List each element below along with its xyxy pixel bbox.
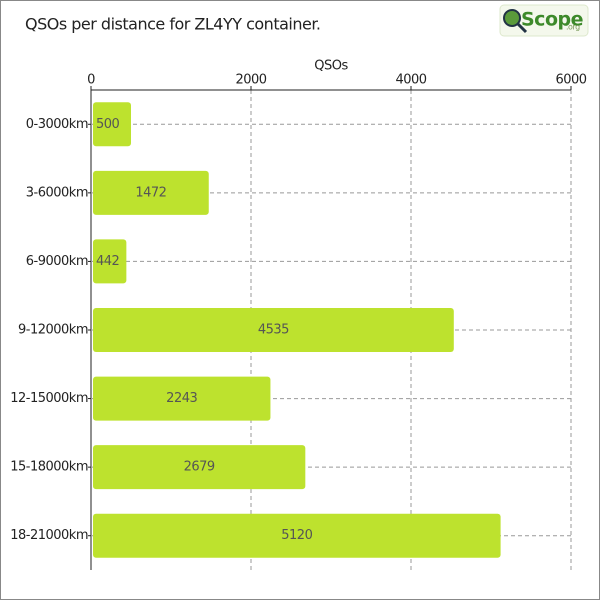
- x-tick-label: 6000: [555, 73, 586, 88]
- value-label: 442: [96, 254, 119, 269]
- value-label: 4535: [258, 323, 289, 338]
- value-label: 5120: [281, 528, 312, 543]
- y-tick-label: 9-12000km: [18, 323, 88, 338]
- logo-suffix: .org: [566, 23, 580, 32]
- chart-title: QSOs per distance for ZL4YY container.: [25, 15, 321, 34]
- value-label: 500: [96, 117, 120, 132]
- bar: [93, 513, 501, 558]
- logo-icon-handle: [516, 22, 528, 34]
- value-label: 2243: [166, 391, 197, 406]
- bar: [93, 308, 454, 352]
- y-tick-label: 3-6000km: [26, 185, 88, 200]
- x-axis-label: QSOs: [314, 59, 348, 74]
- logo-text: Scope: [521, 9, 583, 31]
- bar: [93, 102, 131, 147]
- logo[interactable]: Scope .org: [499, 4, 589, 37]
- y-tick-label: 15-18000km: [10, 460, 88, 475]
- value-label: 2679: [184, 460, 215, 475]
- y-tick-label: 0-3000km: [26, 117, 88, 132]
- logo-icon: [503, 9, 521, 27]
- x-tick-label: 0: [87, 73, 95, 88]
- value-label: 1472: [135, 185, 166, 200]
- x-tick-label: 2000: [235, 73, 266, 88]
- bar: [93, 376, 271, 421]
- bar: [93, 170, 209, 215]
- x-tick-label: 4000: [395, 73, 426, 88]
- y-tick-label: 12-15000km: [10, 391, 88, 406]
- bar: [93, 239, 127, 284]
- bar: [93, 445, 306, 490]
- y-tick-label: 6-9000km: [26, 254, 88, 269]
- y-tick-label: 18-21000km: [10, 528, 88, 543]
